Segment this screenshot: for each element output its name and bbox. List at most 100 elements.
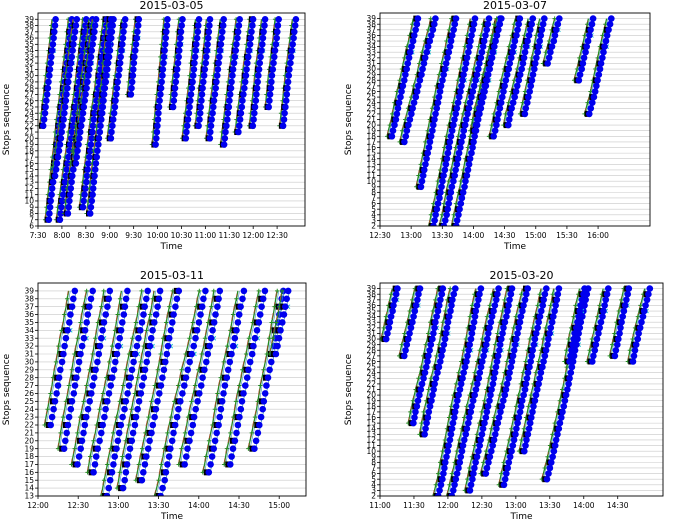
circle-marker bbox=[162, 34, 169, 42]
circle-marker bbox=[240, 91, 247, 98]
plus-marker bbox=[274, 320, 279, 325]
circle-marker bbox=[385, 324, 393, 332]
circle-marker bbox=[82, 185, 89, 192]
observed-line-alt bbox=[380, 288, 393, 340]
circle-marker bbox=[105, 41, 112, 48]
circle-marker bbox=[216, 47, 224, 54]
circle-marker bbox=[516, 408, 524, 416]
circle-marker bbox=[234, 34, 241, 42]
y-tick-label: 27 bbox=[366, 81, 376, 90]
circle-marker bbox=[241, 84, 248, 92]
circle-marker bbox=[446, 436, 454, 444]
circle-marker bbox=[63, 91, 70, 98]
circle-marker bbox=[584, 37, 592, 45]
circle-marker bbox=[129, 429, 137, 437]
circle-marker bbox=[60, 191, 67, 198]
circle-marker bbox=[91, 22, 99, 29]
circle-marker bbox=[522, 105, 530, 112]
plus-marker bbox=[448, 404, 454, 409]
circle-marker bbox=[447, 189, 455, 196]
circle-marker bbox=[409, 37, 417, 45]
circle-marker bbox=[59, 122, 66, 130]
circle-marker bbox=[458, 82, 465, 90]
circle-marker bbox=[90, 116, 98, 123]
circle-marker bbox=[98, 116, 105, 123]
plus-marker bbox=[487, 303, 492, 308]
circle-marker bbox=[536, 313, 544, 320]
circle-marker bbox=[508, 105, 515, 112]
circle-marker bbox=[237, 303, 244, 311]
circle-marker bbox=[443, 324, 451, 332]
circle-marker bbox=[67, 405, 75, 413]
circle-marker bbox=[492, 37, 499, 45]
circle-marker bbox=[485, 65, 493, 73]
circle-marker bbox=[98, 109, 105, 117]
circle-marker bbox=[595, 71, 603, 78]
circle-marker bbox=[195, 319, 203, 326]
circle-marker bbox=[228, 453, 235, 460]
circle-marker bbox=[529, 408, 536, 416]
plus-marker bbox=[501, 460, 506, 465]
circle-marker bbox=[532, 60, 539, 67]
circle-marker bbox=[110, 109, 118, 117]
circle-marker bbox=[503, 71, 511, 78]
y-tick-label: 36 bbox=[366, 301, 376, 310]
plus-marker bbox=[147, 312, 153, 317]
circle-marker bbox=[105, 484, 112, 492]
circle-marker bbox=[94, 358, 101, 366]
circle-marker bbox=[472, 121, 480, 129]
y-tick-label: 36 bbox=[366, 31, 376, 40]
circle-marker bbox=[477, 436, 485, 444]
circle-marker bbox=[219, 28, 226, 36]
plus-marker bbox=[431, 493, 436, 496]
x-tick-label: 15:00 bbox=[525, 231, 547, 240]
circle-marker bbox=[485, 330, 492, 337]
circle-marker bbox=[164, 15, 171, 23]
y-tick-label: 35 bbox=[366, 307, 376, 316]
circle-marker bbox=[468, 330, 476, 337]
circle-marker bbox=[141, 461, 149, 468]
plus-marker bbox=[481, 460, 486, 465]
plus-marker bbox=[399, 342, 404, 347]
circle-marker bbox=[121, 303, 129, 311]
circle-marker bbox=[92, 453, 100, 460]
circle-marker bbox=[131, 47, 139, 54]
circle-marker bbox=[80, 429, 87, 437]
circle-marker bbox=[461, 363, 469, 371]
circle-marker bbox=[498, 403, 506, 410]
circle-marker bbox=[517, 403, 525, 410]
circle-marker bbox=[220, 390, 227, 397]
x-tick-label: 11:30 bbox=[403, 501, 425, 510]
circle-marker bbox=[217, 41, 225, 48]
circle-marker bbox=[466, 43, 473, 50]
circle-marker bbox=[540, 296, 547, 304]
circle-marker bbox=[492, 431, 499, 438]
circle-marker bbox=[411, 32, 418, 39]
plus-marker bbox=[126, 422, 132, 428]
y-tick-label: 22 bbox=[366, 109, 376, 118]
circle-marker bbox=[251, 445, 258, 453]
plus-marker bbox=[66, 383, 72, 388]
circle-marker bbox=[128, 84, 135, 92]
circle-marker bbox=[90, 374, 98, 382]
circle-marker bbox=[48, 53, 55, 61]
plus-marker bbox=[48, 391, 53, 396]
circle-marker bbox=[67, 59, 75, 67]
y-tick-label: 37 bbox=[366, 25, 376, 34]
circle-marker bbox=[520, 391, 527, 399]
plus-marker bbox=[381, 325, 387, 331]
circle-marker bbox=[169, 319, 176, 326]
plus-marker bbox=[388, 292, 394, 297]
x-tick-label: 11:00 bbox=[369, 501, 391, 510]
circle-marker bbox=[84, 166, 91, 173]
circle-marker bbox=[429, 391, 436, 399]
y-tick-label: 28 bbox=[24, 84, 34, 93]
circle-marker bbox=[422, 425, 429, 433]
circle-marker bbox=[143, 295, 150, 303]
y-tick-label: 13 bbox=[366, 160, 376, 169]
circle-marker bbox=[257, 53, 264, 61]
circle-marker bbox=[230, 342, 237, 350]
y-tick-label: 16 bbox=[366, 413, 376, 422]
plus-marker bbox=[609, 342, 615, 347]
y-tick-label: 7 bbox=[371, 194, 376, 203]
